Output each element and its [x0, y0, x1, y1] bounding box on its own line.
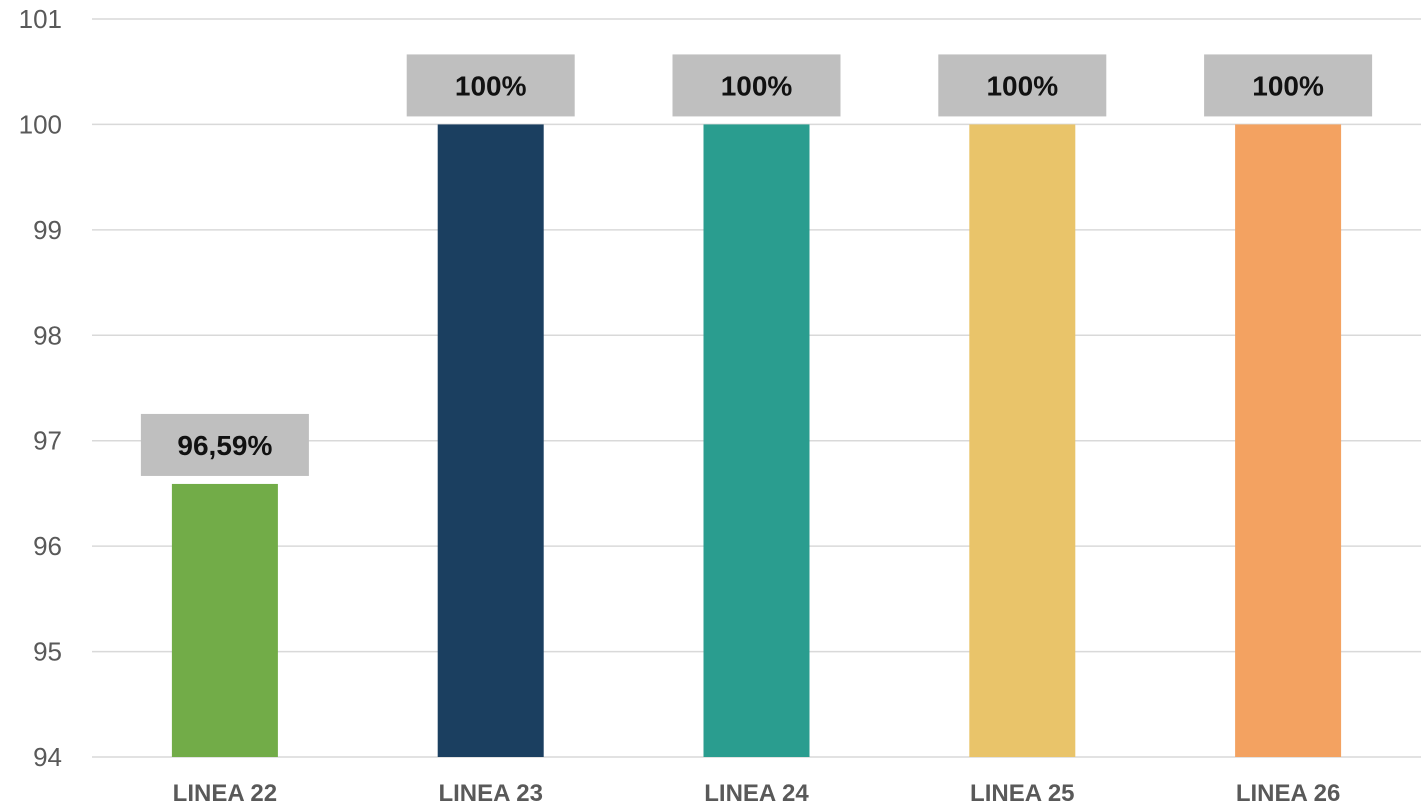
x-axis-ticks: LINEA 22 LINEA 23 LINEA 24 LINEA 25 LINEA 26 — [173, 780, 1341, 807]
data-labels: 96,59% 100% 100% 100% 100% — [140, 54, 1373, 476]
y-tick-label: 96 — [33, 531, 62, 561]
data-label: 100% — [1252, 70, 1324, 101]
data-label-box — [938, 54, 1107, 117]
data-label-box — [672, 54, 841, 117]
bar-linea-26 — [1235, 124, 1342, 757]
data-label-box — [140, 413, 309, 476]
bar-linea-25 — [969, 124, 1076, 757]
bar-linea-22 — [171, 483, 278, 757]
y-tick-label: 101 — [19, 4, 62, 34]
data-label: 100% — [986, 70, 1058, 101]
data-label: 96,59% — [177, 430, 272, 461]
y-tick-label: 99 — [33, 215, 62, 245]
y-axis-ticks: 94 95 96 97 98 99 100 101 — [19, 4, 62, 772]
x-tick-label: LINEA 23 — [438, 780, 542, 807]
bars — [171, 124, 1342, 757]
x-tick-label: LINEA 22 — [173, 780, 277, 807]
y-tick-label: 94 — [33, 742, 62, 772]
x-tick-label: LINEA 24 — [704, 780, 809, 807]
data-label: 100% — [721, 70, 793, 101]
data-label-box — [406, 54, 575, 117]
x-tick-label: LINEA 25 — [970, 780, 1074, 807]
y-tick-label: 100 — [19, 109, 62, 139]
x-tick-label: LINEA 26 — [1236, 780, 1340, 807]
y-tick-label: 97 — [33, 426, 62, 456]
y-tick-label: 95 — [33, 637, 62, 667]
data-label: 100% — [455, 70, 527, 101]
bar-linea-24 — [703, 124, 810, 757]
data-label-box — [1204, 54, 1373, 117]
y-tick-label: 98 — [33, 320, 62, 350]
bar-linea-23 — [437, 124, 544, 757]
